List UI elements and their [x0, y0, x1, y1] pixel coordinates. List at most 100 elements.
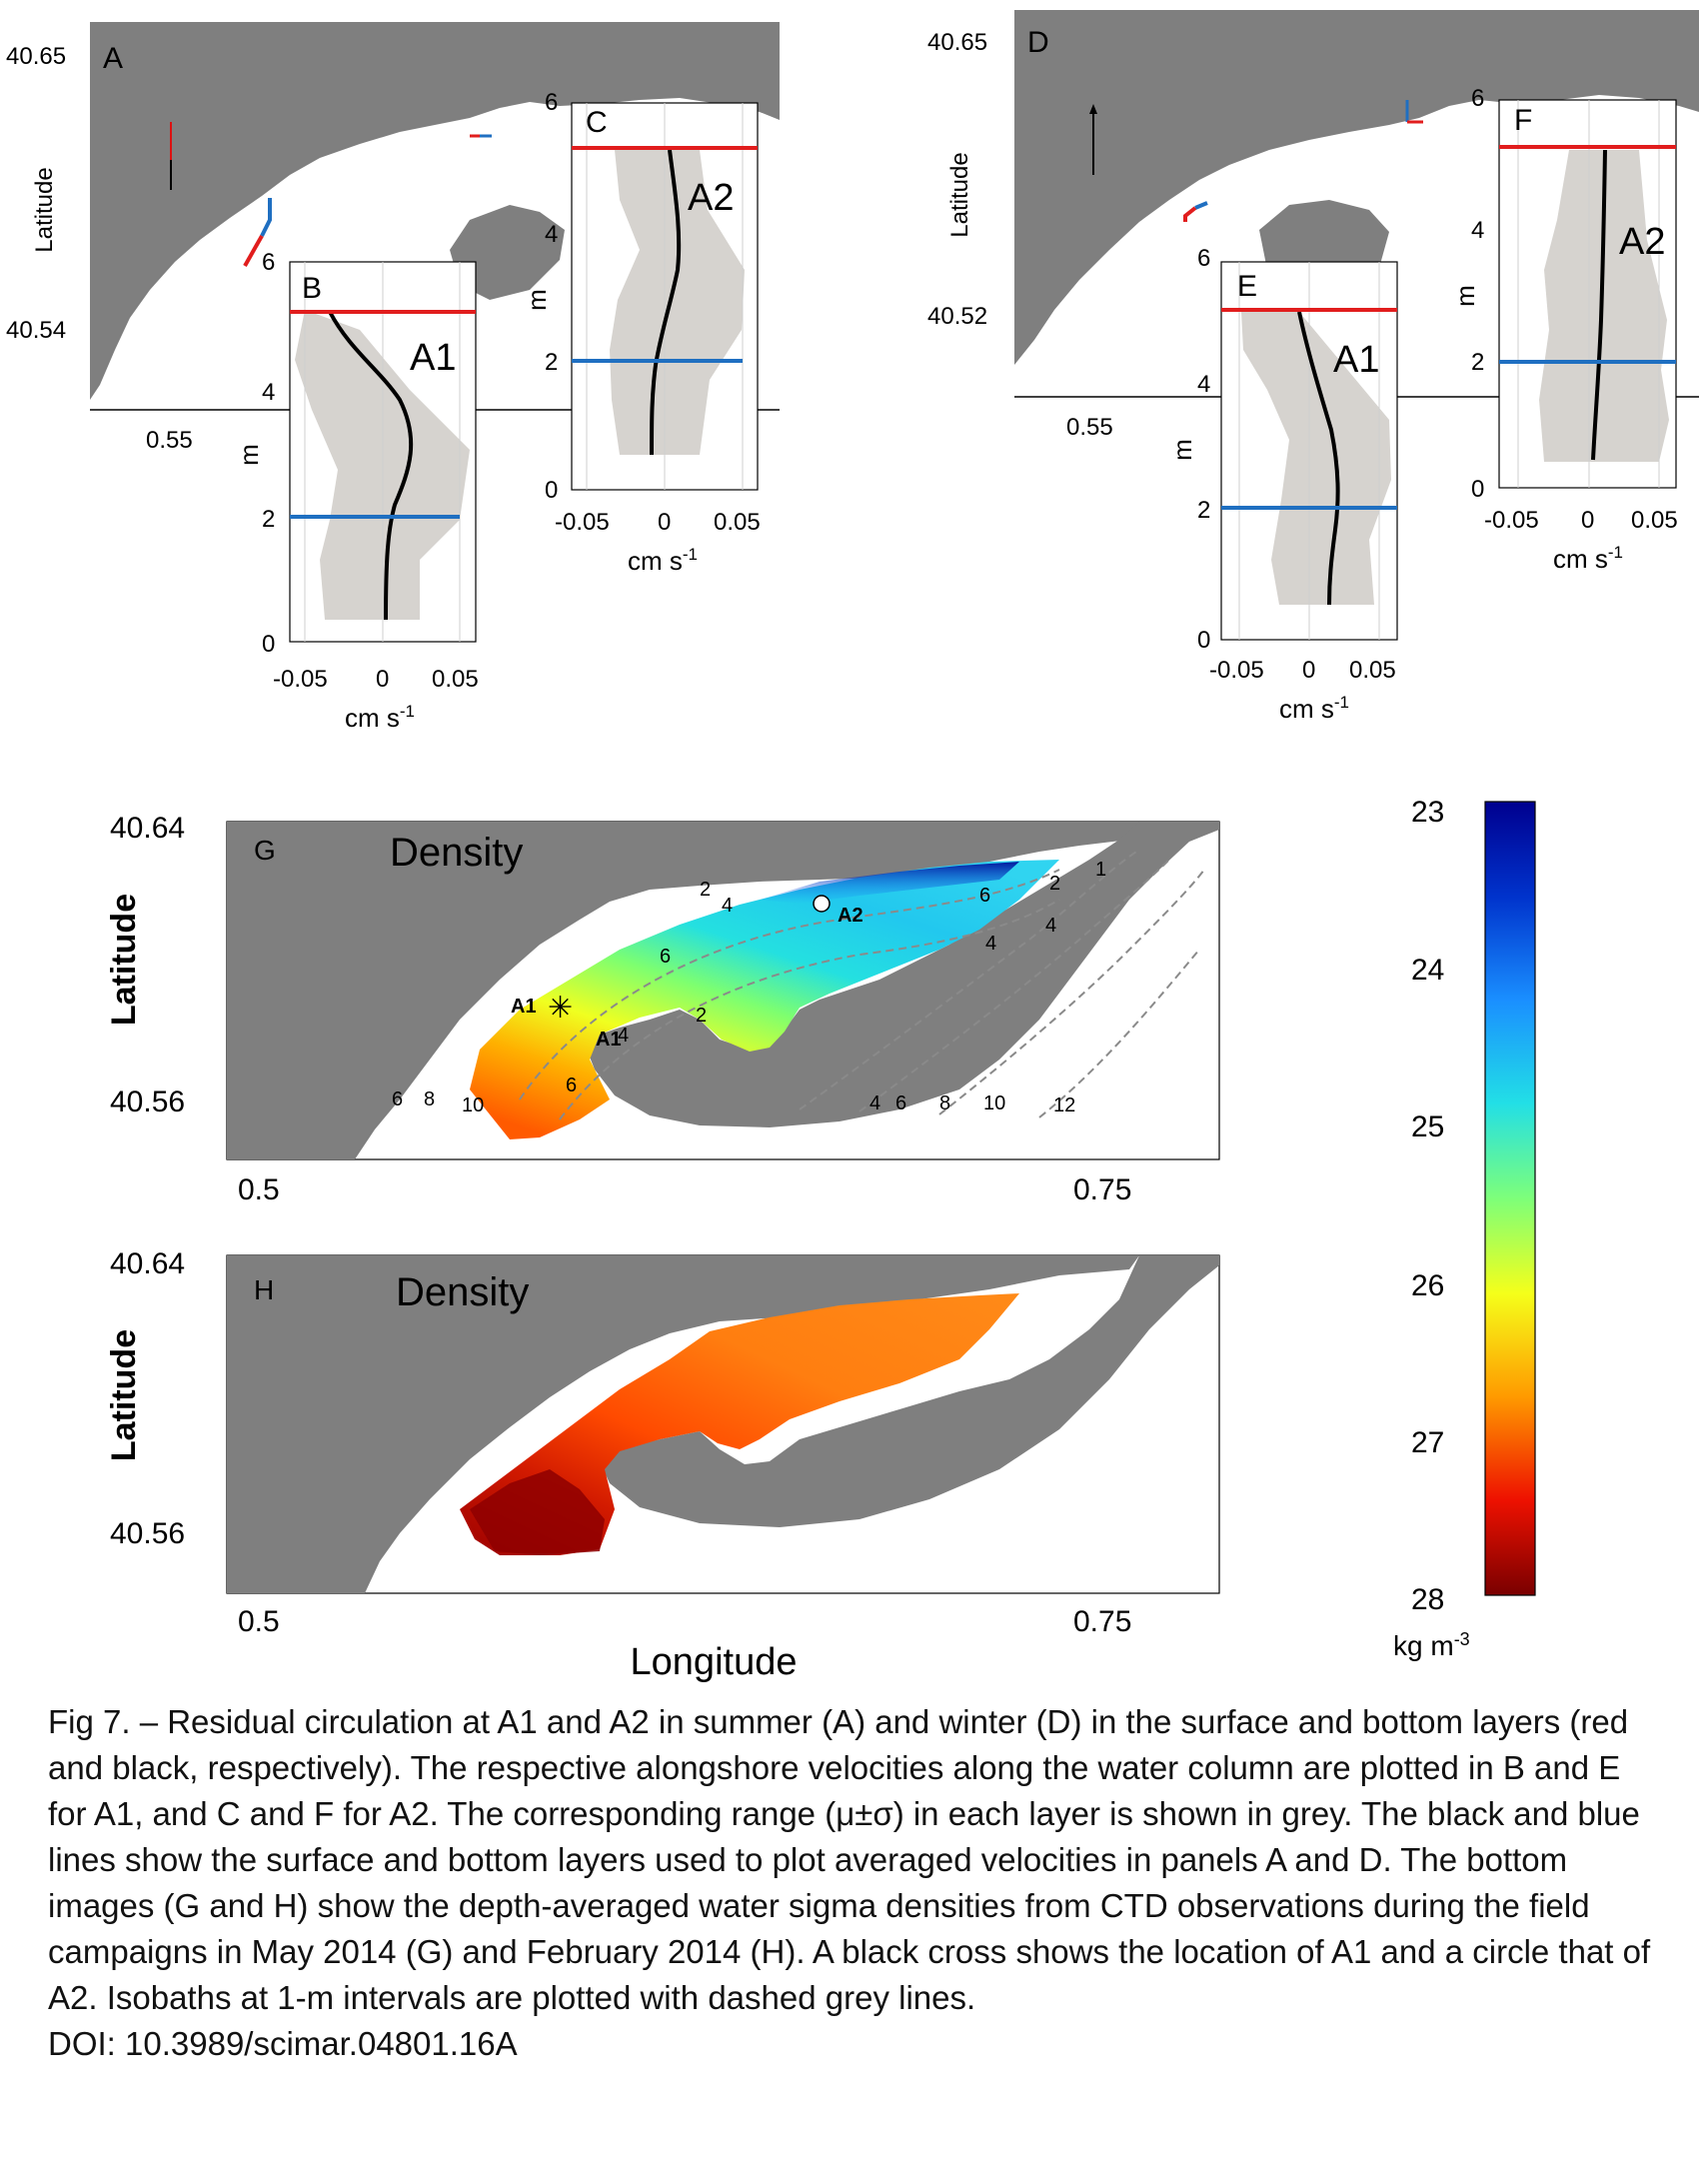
panel-f-xlabel: cm s-1: [1553, 543, 1623, 574]
panel-a-land: [90, 22, 780, 400]
panel-g-isobath-label-18: 10: [983, 1092, 1005, 1114]
panel-f-mean-profile: [1591, 149, 1607, 461]
panel-g-isobath-label-11: 8: [424, 1088, 435, 1110]
panel-g-map: G Density 40.64 40.56 0.5 0.75 Latitude …: [105, 812, 1220, 1206]
panel-g-isobath-label-9: 1: [1095, 859, 1106, 881]
panel-c-ytick-0: 0: [545, 477, 558, 504]
panel-b-profile: B A1 0 2 4 6 m -0.05 0 0.05 cm s-1: [234, 249, 479, 733]
panel-a-letter: A: [103, 42, 123, 75]
panel-e-xtick-zero: 0: [1302, 657, 1315, 684]
panel-f-site-label: A2: [1619, 221, 1665, 263]
panel-c-xlabel: cm s-1: [628, 545, 698, 576]
panel-d-scale-arrowhead: [1089, 104, 1097, 114]
panel-g-isobath-label-17: 8: [939, 1092, 950, 1114]
panel-c-xtick-neg: -0.05: [555, 509, 610, 536]
panel-h-lat-tick-top: 40.64: [110, 1247, 185, 1280]
caption-text: Fig 7. – Residual circulation at A1 and …: [48, 1703, 1651, 2016]
panel-c-mean-profile: [650, 149, 682, 456]
panel-g-isobath-label-6: 6: [979, 885, 990, 907]
panel-g-ylabel: Latitude: [105, 894, 143, 1026]
panel-b-xtick-neg: -0.05: [273, 666, 328, 693]
panel-f-profile: F A2 0 2 4 6 m -0.05 0 0.05 cm s-1: [1450, 85, 1678, 574]
panel-e-ytick-4: 4: [1197, 371, 1210, 398]
colorbar-tick-24: 24: [1411, 954, 1444, 987]
panel-e-mean-profile: [1297, 311, 1340, 606]
panel-g-isobath-4: [858, 859, 1170, 1112]
panel-e-site-label: A1: [1333, 339, 1379, 381]
panel-e-xtick-neg: -0.05: [1209, 657, 1264, 684]
panel-b-letter: B: [302, 272, 322, 305]
panel-h-lon-tick-left: 0.5: [238, 1605, 280, 1638]
panel-h-dense-core: [470, 1469, 605, 1555]
panel-e-ytick-0: 0: [1197, 627, 1210, 654]
panel-g-density-field: [470, 860, 1059, 1139]
panel-d-vector-a1-surface: [1183, 206, 1197, 222]
panel-d-letter: D: [1027, 26, 1049, 59]
panel-f-ytick-4: 4: [1471, 217, 1484, 244]
panel-b-xtick-pos: 0.05: [432, 666, 479, 693]
colorbar-tick-28: 28: [1411, 1583, 1444, 1616]
panel-h-land-east: [600, 1255, 1219, 1527]
panel-g-site-a1-lower: A1: [596, 1029, 622, 1051]
panel-a-vector-a1-bottom: [260, 198, 272, 237]
panel-g-isobath-label-12: 10: [462, 1094, 484, 1116]
figure-caption: Fig 7. – Residual circulation at A1 and …: [48, 1699, 1667, 2067]
panel-g-letter: G: [254, 835, 276, 866]
panel-e-xtick-pos: 0.05: [1349, 657, 1396, 684]
colorbar-tick-27: 27: [1411, 1426, 1444, 1459]
panel-f-ytick-2: 2: [1471, 349, 1484, 376]
colorbar-unit: kg m-3: [1393, 1629, 1470, 1661]
panel-g-a2-circle: [813, 895, 831, 913]
panel-b-site-label: A1: [410, 337, 456, 379]
panel-a-vector-a1-surface: [243, 235, 264, 267]
panel-h-letter: H: [254, 1274, 274, 1305]
colorbar-tick-25: 25: [1411, 1110, 1444, 1143]
panel-g-isobath-label-19: 12: [1053, 1094, 1075, 1116]
panel-a-lat-tick-bottom: 40.54: [6, 317, 66, 344]
panel-h-map: H Density 40.64 40.56 0.5 0.75 Latitude …: [105, 1247, 1220, 1683]
panel-d-lat-tick-bottom: 40.52: [927, 303, 987, 330]
panel-f-range-band: [1539, 150, 1669, 462]
panel-e-letter: E: [1237, 270, 1257, 303]
colorbar-tick-26: 26: [1411, 1269, 1444, 1302]
panel-b-xtick-zero: 0: [376, 666, 389, 693]
panel-g-a1-cross: ✳: [548, 992, 573, 1025]
panel-d-ylabel: Latitude: [946, 152, 973, 237]
panel-c-range-band: [610, 150, 745, 455]
panel-b-ytick-2: 2: [262, 506, 275, 533]
panel-b-xlabel: cm s-1: [345, 702, 415, 733]
panel-g-lon-tick-left: 0.5: [238, 1173, 280, 1206]
panel-b-mean-profile: [328, 311, 414, 621]
panel-d-lat-tick-top: 40.65: [927, 29, 987, 56]
panel-g-isobath-label-13: 6: [566, 1075, 577, 1096]
caption-doi: DOI: 10.3989/scimar.04801.16A: [48, 2025, 518, 2062]
panel-e-ytick-2: 2: [1197, 497, 1210, 524]
panel-g-isobath-label-2: 4: [722, 895, 733, 917]
panel-c-profile: C A2 0 2 4 6 m -0.05 0 0.05 cm s-1: [522, 89, 761, 576]
panel-c-ytick-6: 6: [545, 89, 558, 116]
panel-h-lon-tick-right: 0.75: [1073, 1605, 1131, 1638]
panel-g-title: Density: [390, 831, 523, 875]
panel-e-xlabel: cm s-1: [1279, 693, 1349, 724]
panel-g-isobath-label-10: 6: [392, 1088, 403, 1110]
panel-h-lat-tick-bottom: 40.56: [110, 1517, 185, 1550]
panel-g-lon-tick-right: 0.75: [1073, 1173, 1131, 1206]
panel-g-isobath-5: [938, 869, 1205, 1115]
panel-c-xtick-zero: 0: [658, 509, 671, 536]
panel-f-xtick-pos: 0.05: [1631, 507, 1678, 534]
panel-e-ytick-6: 6: [1197, 245, 1210, 272]
panel-g-lat-tick-top: 40.64: [110, 812, 185, 845]
panel-g-density-highlight: [760, 862, 1019, 904]
panel-g-isobath-label-7: 2: [1049, 873, 1060, 895]
panel-e-profile: E A1 0 2 4 6 m -0.05 0 0.05 cm s-1: [1167, 245, 1398, 724]
panel-b-ytick-6: 6: [262, 249, 275, 276]
panel-g-isobath-6: [1038, 949, 1200, 1118]
panel-h-title: Density: [396, 1270, 529, 1314]
panel-g-site-a1-upper: A1: [511, 996, 537, 1018]
panel-g-isobath-label-5: 4: [985, 933, 996, 955]
panel-g-isobath-label-1: 2: [700, 879, 711, 901]
panel-g-isobath-label-3: 6: [660, 946, 671, 968]
panel-g-isobath-3: [799, 849, 1140, 1110]
panel-c-ylabel: m: [522, 289, 552, 311]
panel-d-lon-tick: 0.55: [1066, 414, 1113, 441]
